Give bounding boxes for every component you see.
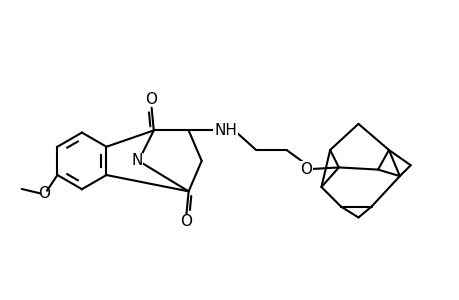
Text: O: O — [300, 162, 312, 177]
Text: NH: NH — [214, 123, 236, 138]
Text: O: O — [180, 214, 192, 229]
Text: N: N — [132, 153, 143, 168]
Text: O: O — [146, 92, 157, 107]
Text: O: O — [38, 186, 50, 201]
